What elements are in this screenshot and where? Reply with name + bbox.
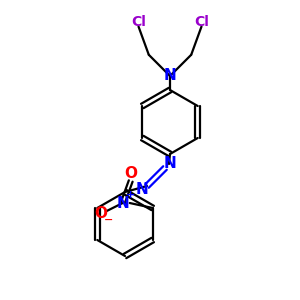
Text: N: N — [116, 196, 129, 211]
Text: +: + — [126, 190, 135, 200]
Text: O: O — [94, 206, 107, 220]
Text: N: N — [136, 182, 148, 197]
Text: −: − — [104, 215, 113, 225]
Text: N: N — [164, 157, 176, 172]
Text: Cl: Cl — [194, 15, 209, 28]
Text: O: O — [124, 167, 137, 182]
Text: Cl: Cl — [131, 15, 146, 28]
Text: N: N — [164, 68, 176, 83]
